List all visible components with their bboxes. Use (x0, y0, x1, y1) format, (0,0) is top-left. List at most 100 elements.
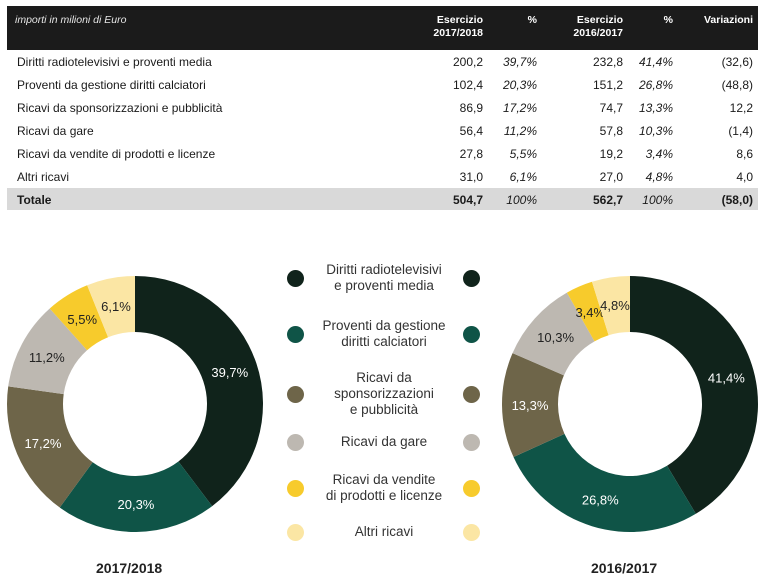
row-var: 12,2 (729, 101, 753, 115)
row-var: (32,6) (721, 55, 753, 69)
slice-label: 39,7% (211, 365, 248, 380)
row-label: Totale (17, 193, 52, 207)
row-var: (1,4) (728, 124, 753, 138)
table-caption: importi in milioni di Euro (15, 14, 127, 26)
header-esercizio-2017-2018: Esercizio 2017/2018 (433, 14, 483, 39)
slice-label: 6,1% (101, 299, 131, 314)
table-row: Altri ricavi 31,0 6,1% 27,0 4,8% 4,0 (7, 165, 758, 188)
donut-slice (49, 285, 109, 351)
table-header: importi in milioni di Euro Esercizio 201… (7, 6, 758, 50)
row-v1: 31,0 (459, 170, 483, 184)
row-v2: 57,8 (599, 124, 623, 138)
legend-swatch (287, 524, 304, 541)
slice-label: 4,8% (600, 298, 630, 313)
donut-slice (87, 276, 135, 338)
header-percent-2: % (663, 14, 673, 26)
legend-label: Diritti radiotelevisivi e proventi media (326, 262, 442, 293)
row-v1: 56,4 (459, 124, 483, 138)
donut-slice (512, 292, 595, 376)
row-p2: 13,3% (638, 101, 673, 115)
slice-label: 20,3% (118, 497, 155, 512)
donut-slice (8, 308, 88, 395)
donut-slice (566, 281, 609, 342)
table-row: Ricavi da sponsorizzazioni e pubblicità 8… (7, 96, 758, 119)
header-variazioni: Variazioni (703, 14, 753, 26)
legend-label: Ricavi da vendite di prodotti e licenze (325, 472, 443, 503)
table-row: Proventi da gestione diritti calciatori 1… (7, 73, 758, 96)
legend-swatch (463, 326, 480, 343)
row-p2: 41,4% (638, 55, 673, 69)
row-v2: 74,7 (599, 101, 623, 115)
row-p2: 10,3% (638, 124, 673, 138)
row-v2: 19,2 (599, 147, 623, 161)
legend-swatch (463, 386, 480, 403)
row-p1: 5,5% (509, 147, 537, 161)
slice-label: 11,2% (29, 350, 65, 365)
legend-swatch (287, 386, 304, 403)
row-label: Altri ricavi (17, 170, 70, 184)
revenue-table: importi in milioni di Euro Esercizio 201… (7, 6, 758, 210)
table-row: Ricavi da gare 56,4 11,2% 57,8 10,3% (1,4) (7, 119, 758, 142)
legend-swatch (463, 524, 480, 541)
legend-swatch (463, 270, 480, 287)
row-label: Ricavi da gare (17, 124, 94, 138)
row-var: 8,6 (736, 147, 753, 161)
row-v2: 562,7 (592, 193, 623, 207)
legend-label: Altri ricavi (354, 524, 414, 539)
row-p2: 100% (642, 193, 673, 207)
slice-label: 13,3% (512, 398, 549, 413)
donut-slice (591, 276, 630, 336)
slice-label: 3,4% (575, 305, 605, 320)
donut-slice (502, 353, 565, 458)
row-p1: 11,2% (503, 124, 537, 138)
slice-label: 41,4% (708, 370, 745, 385)
chart-title-2016-2017: 2016/2017 (591, 560, 658, 576)
legend-label: Proventi da gestione diritti calciatori (322, 318, 446, 349)
chart-title-2017-2018: 2017/2018 (96, 560, 163, 576)
legend-swatch (287, 326, 304, 343)
legend-label: Ricavi da gare (340, 434, 428, 449)
slice-label: 10,3% (537, 330, 574, 345)
row-p1: 6,1% (509, 170, 537, 184)
row-label: Diritti radiotelevisivi e proventi media (17, 55, 212, 69)
table-total-row: Totale 504,7 100% 562,7 100% (58,0) (7, 188, 758, 210)
legend-swatch (287, 480, 304, 497)
slice-label: 26,8% (582, 492, 619, 507)
table-row: Diritti radiotelevisivi e proventi media… (7, 50, 758, 73)
header-percent-1: % (527, 14, 537, 26)
slice-label: 5,5% (67, 312, 97, 327)
table-row: Ricavi da vendite di prodotti e licenze 2… (7, 142, 758, 165)
donut-chart-2017-2018: 39,7% 20,3% 17,2% 11,2% 5,5% 6,1% (7, 276, 263, 532)
donut-slice (630, 276, 758, 514)
row-p2: 3,4% (645, 147, 673, 161)
row-p1: 39,7% (502, 55, 537, 69)
row-v2: 27,0 (599, 170, 623, 184)
row-v1: 200,2 (452, 55, 483, 69)
row-label: Ricavi da vendite di prodotti e licenze (17, 147, 216, 161)
row-label: Proventi da gestione diritti calciatori (17, 78, 206, 92)
row-var: (48,8) (721, 78, 753, 92)
row-label: Ricavi da sponsorizzazioni e pubblicità (17, 101, 223, 115)
legend-label: Ricavi da sponsorizzazioni e pubblicità (334, 370, 434, 417)
row-p1: 20,3% (502, 78, 537, 92)
donut-slice (59, 461, 213, 532)
legend-swatch (287, 434, 304, 451)
row-v1: 27,8 (459, 147, 483, 161)
row-v2: 232,8 (592, 55, 623, 69)
slice-label: 17,2% (25, 436, 62, 451)
legend-swatch (463, 434, 480, 451)
header-esercizio-2016-2017: Esercizio 2016/2017 (573, 14, 623, 39)
donut-chart-2016-2017: 41,4% 26,8% 13,3% 10,3%3,4%4,8% (502, 276, 758, 532)
row-v1: 86,9 (459, 101, 483, 115)
row-p1: 100% (506, 193, 537, 207)
row-var: (58,0) (721, 193, 753, 207)
row-p2: 26,8% (638, 78, 673, 92)
row-p2: 4,8% (645, 170, 673, 184)
donut-slice (513, 433, 696, 532)
donut-slice (7, 386, 93, 508)
row-v1: 102,4 (452, 78, 483, 92)
legend-swatch (287, 270, 304, 287)
row-p1: 17,2% (502, 101, 537, 115)
legend-swatch (463, 480, 480, 497)
row-var: 4,0 (736, 170, 753, 184)
